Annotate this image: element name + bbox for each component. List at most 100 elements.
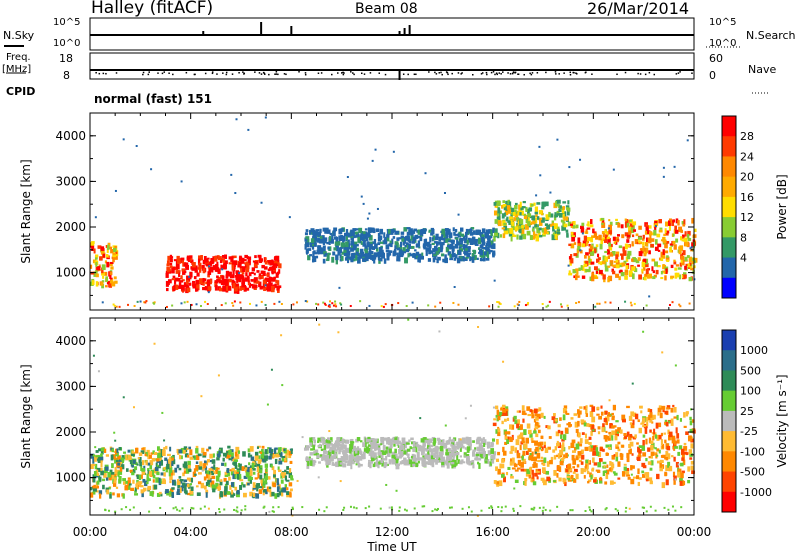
power-y-tick-label: 2000 <box>55 220 86 234</box>
velocity-cell <box>649 480 653 485</box>
power-cell <box>416 235 421 239</box>
velocity-ground-point <box>364 507 367 510</box>
power-cell <box>224 278 227 282</box>
power-cell <box>202 277 205 283</box>
power-cell <box>575 268 579 271</box>
velocity-cell <box>203 460 207 464</box>
power-cell <box>620 255 624 260</box>
power-cell <box>522 200 526 204</box>
power-cell <box>218 287 223 292</box>
power-ground-point <box>596 302 599 305</box>
velocity-cell <box>497 428 501 433</box>
velocity-cell <box>534 456 537 462</box>
velocity-cell <box>269 453 273 458</box>
velocity-cell <box>522 450 526 456</box>
velocity-cell <box>457 445 462 449</box>
power-cell <box>609 260 614 265</box>
power-colorbar-tick-label: 8 <box>740 231 747 244</box>
velocity-cell <box>209 459 212 463</box>
velocity-sparse-point <box>201 469 204 472</box>
velocity-cell <box>459 455 462 458</box>
velocity-cell <box>116 493 121 498</box>
velocity-cell <box>509 451 513 454</box>
power-cell <box>467 237 471 243</box>
power-cell <box>621 262 626 267</box>
nave-point <box>369 72 372 74</box>
velocity-cell <box>211 469 215 473</box>
power-cell <box>241 283 245 288</box>
velocity-cell <box>448 452 453 458</box>
velocity-cell <box>404 459 409 466</box>
velocity-cell <box>600 411 604 416</box>
velocity-cell <box>137 457 140 460</box>
power-cell <box>497 232 500 239</box>
velocity-cell <box>272 474 276 478</box>
velocity-cell <box>610 462 614 465</box>
power-cell <box>350 240 355 246</box>
power-cell <box>273 263 278 269</box>
velocity-cell <box>329 442 333 446</box>
velocity-ground-point <box>203 505 206 508</box>
velocity-cell <box>642 417 646 423</box>
power-cell <box>508 201 512 207</box>
velocity-cell <box>264 463 269 468</box>
velocity-cell <box>666 405 671 410</box>
power-sparse-point <box>690 246 693 249</box>
velocity-cell <box>390 439 394 442</box>
power-cell <box>592 228 595 234</box>
velocity-cell <box>621 414 626 421</box>
power-cell <box>383 232 386 238</box>
power-cell <box>651 238 655 242</box>
velocity-cell <box>632 419 635 425</box>
power-cell <box>484 232 488 235</box>
velocity-sparse-point <box>476 514 479 517</box>
power-sparse-point <box>424 172 427 175</box>
power-cell <box>656 265 661 268</box>
power-cell <box>178 278 181 282</box>
power-ground-point <box>292 303 295 306</box>
power-cell <box>534 206 539 213</box>
velocity-sparse-point <box>209 447 212 450</box>
velocity-cell <box>580 468 584 474</box>
nsearch-tick-low: 10^0 <box>709 38 737 49</box>
power-cell <box>439 243 444 250</box>
velocity-cell <box>205 473 210 479</box>
power-cell <box>204 258 209 263</box>
power-colorbar-frame <box>721 115 737 299</box>
power-cell <box>222 279 226 286</box>
velocity-cell <box>516 452 521 459</box>
power-cell <box>419 229 423 236</box>
power-cell <box>261 274 264 279</box>
power-cell <box>674 267 678 271</box>
nave-point <box>637 72 639 75</box>
velocity-cell <box>638 445 643 449</box>
velocity-cell <box>642 434 646 438</box>
nave-point <box>530 73 533 76</box>
power-cell <box>184 262 188 267</box>
velocity-ground-point <box>174 506 177 509</box>
velocity-cell <box>387 438 391 441</box>
velocity-cell <box>502 407 506 411</box>
velocity-ground-point <box>263 505 266 508</box>
velocity-cell <box>592 457 595 463</box>
velocity-cell <box>412 440 416 447</box>
velocity-cell <box>493 480 497 484</box>
velocity-cell <box>529 467 532 471</box>
power-ground-point <box>688 302 691 305</box>
velocity-cell <box>269 491 273 497</box>
velocity-cell <box>533 419 537 423</box>
nave-point <box>320 72 323 74</box>
velocity-cell <box>442 456 445 460</box>
velocity-sparse-point <box>296 479 299 482</box>
velocity-cell <box>403 450 407 455</box>
power-cell <box>338 235 342 240</box>
velocity-cell <box>206 470 210 475</box>
power-cell <box>503 222 507 226</box>
velocity-cell <box>540 459 545 462</box>
power-cell <box>271 285 275 292</box>
nave-point <box>554 71 557 73</box>
power-cell <box>166 260 170 266</box>
velocity-cell <box>198 465 203 470</box>
power-cell <box>241 275 245 280</box>
